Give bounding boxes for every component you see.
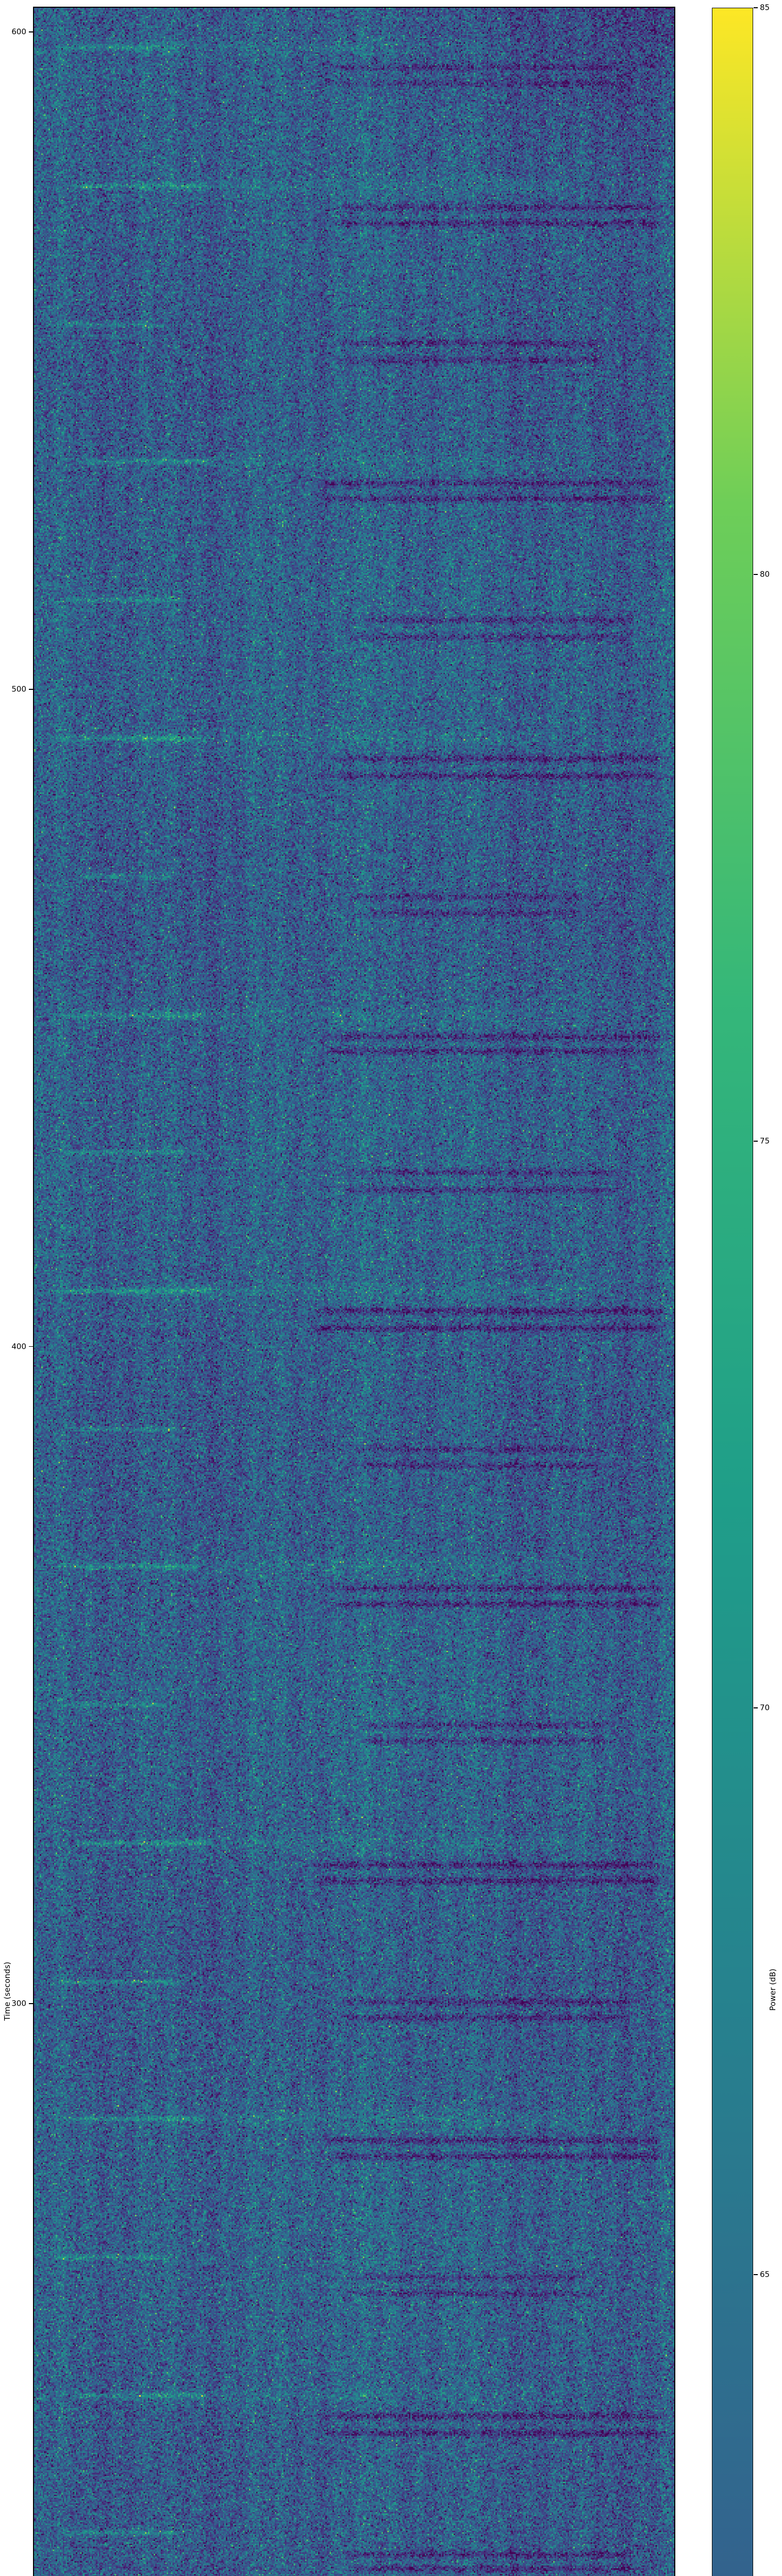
plot-frame <box>33 7 675 2576</box>
colorbar-tick-mark <box>754 574 758 575</box>
colorbar-tick-label: 70 <box>760 1703 770 1713</box>
y-axis-label: Time (seconds) <box>3 1961 12 2021</box>
colorbar-tick-label: 65 <box>760 2269 770 2279</box>
y-tick-label: 400 <box>11 1342 26 1351</box>
y-tick-label: 600 <box>11 27 26 37</box>
colorbar-label: Power (dB) <box>768 1969 777 2011</box>
colorbar-tick-label: 85 <box>760 3 770 12</box>
y-tick-label: 500 <box>11 684 26 694</box>
colorbar-tick-label: 75 <box>760 1136 770 1146</box>
y-tick-mark <box>29 2003 33 2004</box>
colorbar-tick-mark <box>754 7 758 8</box>
y-tick-mark <box>29 31 33 32</box>
colorbar-tick-label: 80 <box>760 569 770 579</box>
colorbar-tick-mark <box>754 1141 758 1142</box>
spectrogram-heatmap <box>34 8 674 2576</box>
y-tick-mark <box>29 1346 33 1347</box>
y-tick-mark <box>29 689 33 690</box>
colorbar <box>712 8 753 2576</box>
colorbar-tick-mark <box>754 1707 758 1708</box>
colorbar-tick-mark <box>754 2274 758 2275</box>
y-tick-label: 300 <box>11 1998 26 2008</box>
